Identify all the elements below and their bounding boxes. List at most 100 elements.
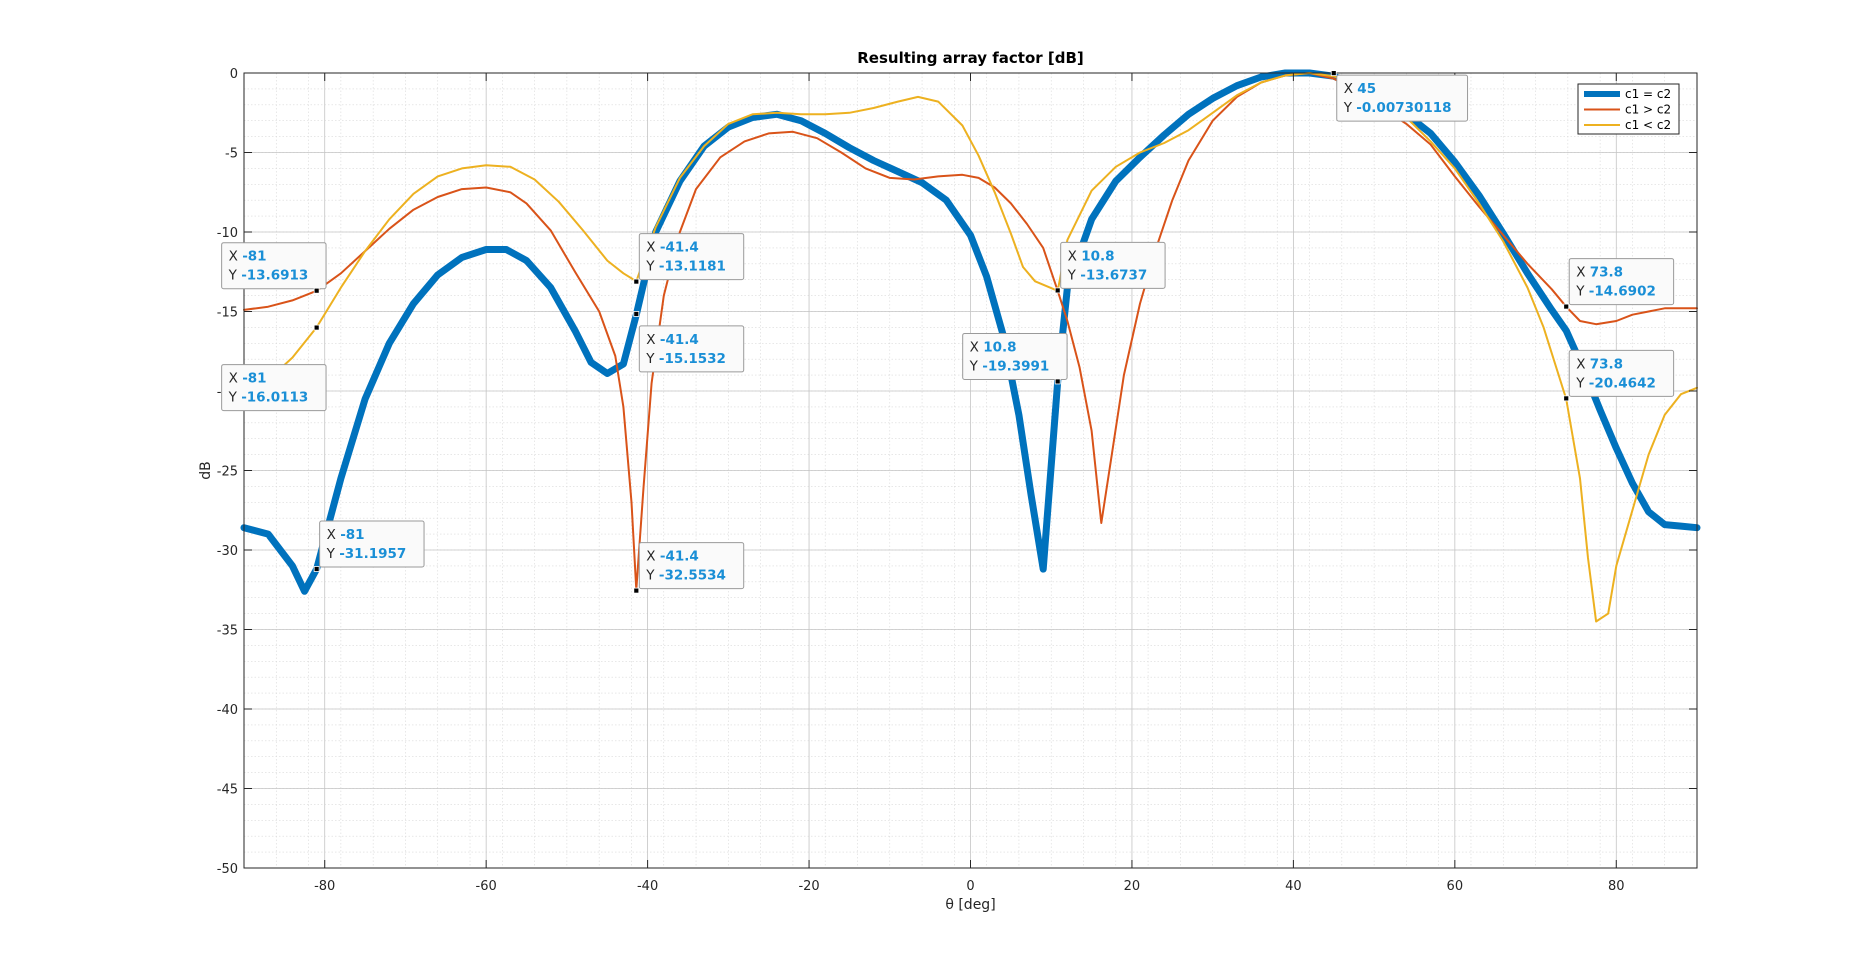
datatip-x-label: X [327, 527, 341, 543]
datatip[interactable]: X -81Y -16.0113 [221, 324, 327, 412]
datatip-box [221, 242, 327, 290]
axis-ticks [244, 72, 1697, 869]
datatip[interactable]: X 45Y -0.00730118 [1330, 70, 1469, 122]
datatip-y-text: Y -20.4642 [1575, 375, 1656, 391]
datatip-x-value: -41.4 [660, 240, 699, 256]
datatip-marker [313, 287, 320, 294]
datatip-y-text: Y -13.6913 [228, 268, 309, 284]
datatip-x-label: X [1344, 81, 1358, 97]
datatip[interactable]: X 10.8Y -13.6737 [1054, 241, 1166, 294]
datatip-y-label: Y [1067, 267, 1081, 283]
datatip-box [1568, 349, 1675, 397]
datatip-y-value: -31.1957 [339, 546, 406, 562]
series-line-1 [240, 69, 1701, 595]
datatip-marker [313, 566, 320, 572]
datatip-y-text: Y -0.00730118 [1343, 100, 1452, 116]
y-tick-label: 0 [230, 67, 238, 82]
datatip-x-label: X [1576, 356, 1590, 372]
datatip-y-value: -14.6902 [1589, 284, 1656, 300]
datatip-box [319, 520, 425, 568]
datatip-y-label: Y [645, 351, 659, 367]
datatip-y-text: Y -19.3991 [969, 358, 1050, 374]
y-tick-label: -30 [217, 544, 238, 559]
y-tick-label: -35 [217, 624, 238, 639]
datatip-x-text: X 73.8 [1576, 356, 1623, 372]
datatip-marker [313, 324, 320, 331]
series-line-3 [243, 72, 1698, 623]
datatip-y-label: Y [645, 259, 659, 275]
datatip-box [638, 233, 745, 281]
datatip-x-text: X 10.8 [1068, 248, 1115, 264]
y-tick-label: -45 [217, 783, 238, 798]
datatip-marker [633, 587, 640, 594]
legend-item[interactable]: c1 < c2 [1584, 118, 1671, 132]
datatip-x-label: X [1576, 265, 1590, 281]
y-tick-label: -5 [225, 147, 238, 162]
datatip-x-value: -81 [242, 371, 266, 387]
chart-title: Resulting array factor [dB] [857, 49, 1084, 67]
datatip[interactable]: X 10.8Y -19.3991 [962, 332, 1068, 385]
datatip-x-label: X [970, 339, 984, 355]
datatip[interactable]: X -81 Y -13.6913 [221, 242, 327, 294]
datatip[interactable]: X -81Y -31.1957 [313, 520, 425, 572]
datatip-y-label: Y [645, 568, 659, 584]
y-tick-label: -15 [217, 306, 238, 321]
datatip-y-value: -19.3991 [982, 358, 1049, 374]
datatip-y-label: Y [228, 390, 242, 406]
datatip-x-value: 45 [1357, 81, 1376, 97]
series-layer [240, 69, 1701, 623]
datatip[interactable]: X -41.4Y -32.5534 [633, 542, 745, 594]
x-tick-label: 20 [1124, 879, 1141, 894]
datatip-y-label: Y [1575, 375, 1589, 391]
datatip-y-text: Y -13.1181 [645, 259, 726, 275]
x-tick-label: 60 [1447, 879, 1464, 894]
datatip-x-text: X 73.8 [1576, 265, 1623, 281]
datatip-y-value: -32.5534 [659, 568, 726, 584]
datatip-y-label: Y [326, 546, 340, 562]
datatip-x-value: -41.4 [660, 332, 699, 348]
datatip-y-text: Y -32.5534 [645, 568, 726, 584]
datatip-y-label: Y [969, 358, 983, 374]
datatip-x-value: -81 [340, 527, 364, 543]
datatip-x-value: 10.8 [1081, 248, 1114, 264]
datatip-x-value: 73.8 [1590, 265, 1623, 281]
datatip-marker [1054, 287, 1061, 294]
series-line-2 [243, 72, 1698, 591]
datatip-x-text: X -41.4 [646, 240, 698, 256]
datatip-box [962, 332, 1068, 380]
datatip-y-value: -13.6737 [1080, 267, 1147, 283]
y-tick-label: -50 [217, 862, 238, 877]
x-axis-title: θ [deg] [945, 897, 995, 913]
legend-item[interactable]: c1 > c2 [1584, 103, 1671, 117]
datatip-y-text: Y -15.1532 [645, 351, 726, 367]
datatip-box [638, 542, 745, 590]
datatip-x-value: -41.4 [660, 549, 699, 565]
x-tick-label: -40 [637, 879, 658, 894]
datatip-x-text: X -81 [229, 249, 267, 265]
datatip-x-label: X [646, 549, 660, 565]
x-tick-label: 40 [1285, 879, 1302, 894]
datatip-x-label: X [1068, 248, 1082, 264]
datatip-marker [633, 311, 640, 317]
datatip-y-value: -16.0113 [241, 390, 308, 406]
datatip-marker [1563, 395, 1570, 402]
datatip-marker [633, 278, 640, 285]
datatip-y-text: Y -16.0113 [228, 390, 309, 406]
datatip-y-value: -0.00730118 [1356, 100, 1451, 116]
y-axis-title: dB [198, 461, 214, 480]
datatip-y-value: -13.1181 [659, 259, 726, 275]
datatip-box [638, 325, 745, 373]
datatip-marker [1054, 378, 1061, 385]
datatip-x-label: X [229, 249, 243, 265]
datatip-y-value: -20.4642 [1589, 375, 1656, 391]
y-tick-label: -40 [217, 703, 238, 718]
datatip[interactable]: X 73.8 Y -20.4642 [1563, 349, 1675, 402]
datatip-y-label: Y [1343, 100, 1357, 116]
datatip[interactable]: X -41.4Y -15.1532 [633, 311, 745, 373]
legend-item[interactable]: c1 = c2 [1584, 87, 1671, 101]
datatip[interactable]: X -41.4 Y -13.1181 [633, 233, 745, 285]
datatip[interactable]: X 73.8Y -14.6902 [1563, 258, 1675, 310]
